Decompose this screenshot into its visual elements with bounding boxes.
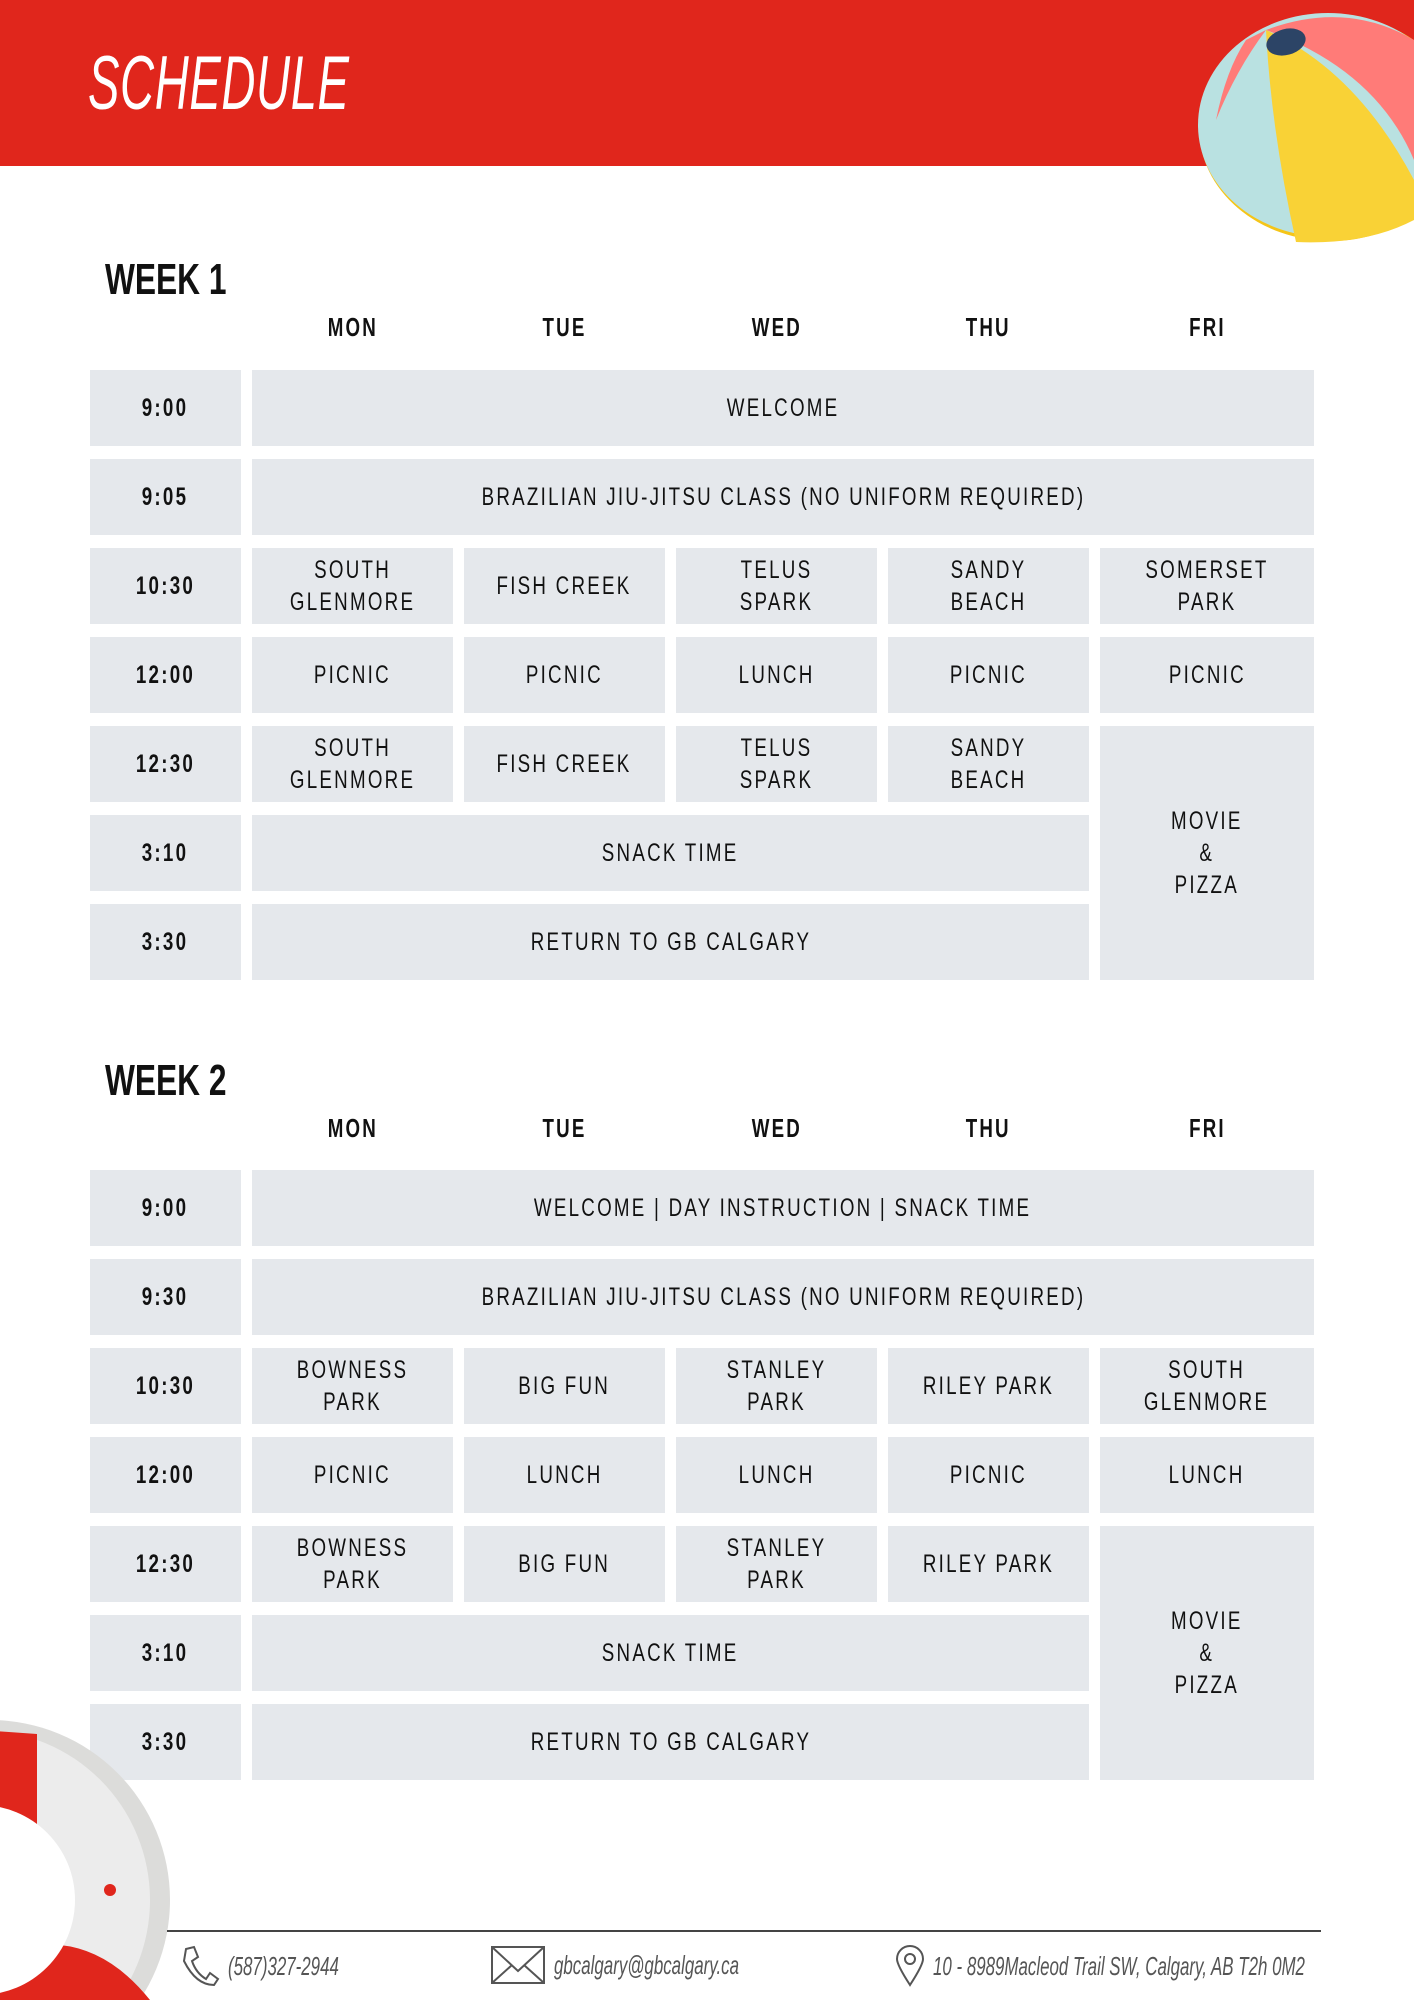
activity-cell: SOUTH GLENMORE (1100, 1348, 1314, 1424)
day-header-wed: WED (751, 1113, 802, 1143)
activity-cell: BOWNESS PARK (252, 1526, 453, 1602)
time-cell: 9:00 (90, 1170, 241, 1246)
page-title: SCHEDULE (88, 41, 350, 126)
activity-cell: SOUTH GLENMORE (252, 726, 453, 802)
activity-cell: SANDY BEACH (888, 548, 1089, 624)
activity-cell: WELCOME (252, 370, 1314, 446)
activity-cell: SNACK TIME (252, 815, 1089, 891)
footer-divider (167, 1930, 1321, 1932)
activity-cell: STANLEY PARK (676, 1348, 877, 1424)
time-cell: 12:30 (90, 1526, 241, 1602)
life-ring-illustration (0, 1720, 170, 2000)
time-cell: 12:00 (90, 637, 241, 713)
activity-cell: BRAZILIAN JIU-JITSU CLASS (NO UNIFORM RE… (252, 459, 1314, 535)
activity-cell: LUNCH (464, 1437, 665, 1513)
beach-ball-illustration (1198, 13, 1414, 243)
activity-cell: BRAZILIAN JIU-JITSU CLASS (NO UNIFORM RE… (252, 1259, 1314, 1335)
activity-cell: BIG FUN (464, 1526, 665, 1602)
activity-cell: WELCOME | DAY INSTRUCTION | SNACK TIME (252, 1170, 1314, 1246)
time-cell: 10:30 (90, 1348, 241, 1424)
day-header-tue: TUE (542, 1113, 587, 1143)
time-cell: 10:30 (90, 548, 241, 624)
footer-phone: (587)327-2944 (180, 1945, 399, 1987)
activity-cell: PICNIC (464, 637, 665, 713)
time-cell: 3:30 (90, 1704, 241, 1780)
envelope-icon (491, 1946, 545, 1984)
week-1-day-headers: MON TUE WED THU FRI (90, 312, 1314, 343)
activity-cell: FISH CREEK (464, 726, 665, 802)
day-header-thu: THU (966, 1113, 1011, 1143)
day-header-tue: TUE (542, 312, 587, 342)
activity-cell: RETURN TO GB CALGARY (252, 1704, 1089, 1780)
time-cell: 9:30 (90, 1259, 241, 1335)
day-header-mon: MON (327, 1113, 378, 1143)
location-pin-icon (895, 1945, 925, 1987)
activity-cell: STANLEY PARK (676, 1526, 877, 1602)
activity-cell: SNACK TIME (252, 1615, 1089, 1691)
week-2-schedule-table: 9:00 WELCOME | DAY INSTRUCTION | SNACK T… (90, 1170, 1314, 1780)
activity-cell: SANDY BEACH (888, 726, 1089, 802)
activity-cell: LUNCH (676, 637, 877, 713)
phone-icon (182, 1945, 220, 1987)
day-header-fri: FRI (1188, 1113, 1226, 1143)
activity-cell: PICNIC (1100, 637, 1314, 713)
activity-cell: SOMERSET PARK (1100, 548, 1314, 624)
week-1-label: WEEK 1 (105, 255, 227, 304)
activity-cell: PICNIC (252, 1437, 453, 1513)
activity-cell: PICNIC (888, 1437, 1089, 1513)
activity-cell: LUNCH (676, 1437, 877, 1513)
time-cell: 3:10 (90, 815, 241, 891)
week-2-day-headers: MON TUE WED THU FRI (90, 1113, 1314, 1144)
activity-cell: RILEY PARK (888, 1348, 1089, 1424)
time-cell: 3:30 (90, 904, 241, 980)
day-header-fri: FRI (1188, 312, 1226, 342)
time-cell: 12:30 (90, 726, 241, 802)
time-cell: 9:00 (90, 370, 241, 446)
activity-cell-movie-pizza: MOVIE & PIZZA (1100, 1526, 1314, 1780)
activity-cell: PICNIC (888, 637, 1089, 713)
day-header-mon: MON (327, 312, 378, 342)
activity-cell-movie-pizza: MOVIE & PIZZA (1100, 726, 1314, 980)
activity-cell: BOWNESS PARK (252, 1348, 453, 1424)
activity-cell: LUNCH (1100, 1437, 1314, 1513)
week-1-schedule-table: 9:00 WELCOME 9:05 BRAZILIAN JIU-JITSU CL… (90, 370, 1314, 980)
time-cell: 12:00 (90, 1437, 241, 1513)
activity-cell: RILEY PARK (888, 1526, 1089, 1602)
footer-email: gbcalgary@gbcalgary.ca (490, 1945, 839, 1985)
activity-cell: BIG FUN (464, 1348, 665, 1424)
activity-cell: SOUTH GLENMORE (252, 548, 453, 624)
activity-cell: PICNIC (252, 637, 453, 713)
day-header-wed: WED (751, 312, 802, 342)
week-2-label: WEEK 2 (105, 1056, 227, 1105)
activity-cell: FISH CREEK (464, 548, 665, 624)
time-cell: 3:10 (90, 1615, 241, 1691)
day-header-thu: THU (966, 312, 1011, 342)
time-cell: 9:05 (90, 459, 241, 535)
activity-cell: TELUS SPARK (676, 548, 877, 624)
activity-cell: RETURN TO GB CALGARY (252, 904, 1089, 980)
header-banner: SCHEDULE (0, 0, 1414, 166)
activity-cell: TELUS SPARK (676, 726, 877, 802)
footer-address: 10 - 8989Macleod Trail SW, Calgary, AB T… (895, 1945, 1414, 1987)
